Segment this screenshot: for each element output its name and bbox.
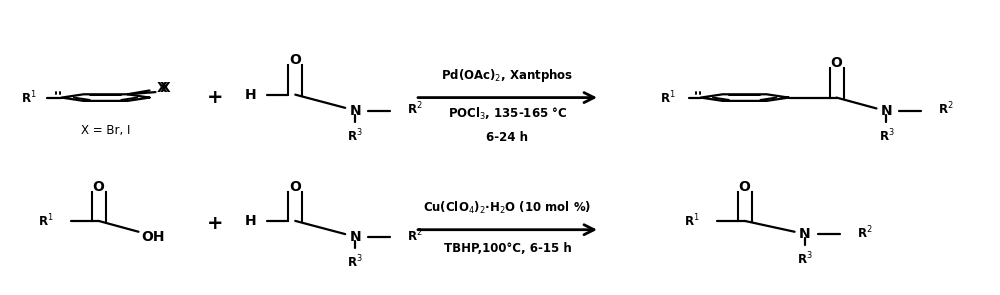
Text: O: O bbox=[289, 180, 301, 194]
Text: TBHP,100°C, 6-15 h: TBHP,100°C, 6-15 h bbox=[444, 242, 571, 255]
Text: Cu(ClO$_4$)$_2$·H$_2$O (10 mol %): Cu(ClO$_4$)$_2$·H$_2$O (10 mol %) bbox=[423, 200, 592, 216]
Text: R$^1$: R$^1$ bbox=[38, 213, 54, 229]
Text: X: X bbox=[160, 81, 171, 95]
Text: R$^3$: R$^3$ bbox=[879, 128, 894, 145]
Text: O: O bbox=[739, 180, 751, 194]
Text: R$^1$: R$^1$ bbox=[21, 89, 37, 106]
Text: R$^3$: R$^3$ bbox=[347, 128, 363, 145]
Text: N: N bbox=[349, 104, 361, 118]
Text: O: O bbox=[831, 56, 842, 70]
Text: +: + bbox=[207, 88, 224, 107]
Text: H: H bbox=[245, 88, 256, 102]
Text: POCl$_3$, 135-165 °C: POCl$_3$, 135-165 °C bbox=[448, 106, 567, 122]
Text: O: O bbox=[289, 53, 301, 67]
Text: R$^2$: R$^2$ bbox=[857, 224, 872, 241]
Text: O: O bbox=[93, 180, 104, 194]
Text: Pd(OAc)$_2$, Xantphos: Pd(OAc)$_2$, Xantphos bbox=[441, 67, 574, 84]
Text: R$^1$: R$^1$ bbox=[660, 89, 676, 106]
Text: R$^1$: R$^1$ bbox=[684, 213, 700, 229]
Text: +: + bbox=[207, 214, 224, 233]
Text: R$^3$: R$^3$ bbox=[797, 251, 812, 268]
Text: R$^2$: R$^2$ bbox=[407, 101, 423, 118]
Text: R$^2$: R$^2$ bbox=[938, 101, 954, 118]
Text: OH: OH bbox=[142, 230, 165, 244]
Text: R$^3$: R$^3$ bbox=[347, 254, 363, 271]
Text: X = Br, I: X = Br, I bbox=[81, 124, 130, 137]
Text: N: N bbox=[881, 104, 892, 118]
Text: 6-24 h: 6-24 h bbox=[486, 131, 528, 144]
Text: X: X bbox=[157, 81, 168, 95]
Text: H: H bbox=[245, 214, 256, 228]
Text: N: N bbox=[349, 230, 361, 244]
Text: N: N bbox=[799, 227, 810, 241]
Text: R$^2$: R$^2$ bbox=[407, 227, 423, 244]
